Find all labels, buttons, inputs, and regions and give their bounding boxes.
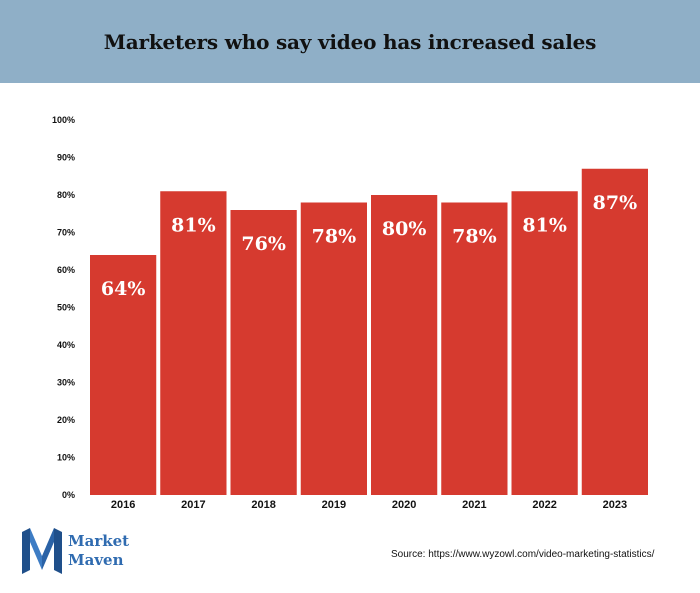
bar — [511, 191, 578, 495]
data-label: 80% — [382, 218, 427, 240]
logo-text-market: Market — [68, 532, 130, 550]
data-label: 81% — [522, 214, 567, 236]
x-tick-label: 2023 — [603, 499, 627, 511]
bar — [90, 255, 157, 495]
y-tick-label: 0% — [62, 490, 75, 500]
data-label: 64% — [101, 278, 146, 300]
y-tick-label: 30% — [57, 378, 75, 388]
y-tick-label: 80% — [57, 190, 75, 200]
market-maven-logo: Market Maven — [20, 526, 129, 576]
y-tick-label: 10% — [57, 453, 75, 463]
data-label: 78% — [452, 226, 497, 248]
data-label: 87% — [593, 192, 638, 214]
y-tick-label: 50% — [57, 303, 75, 313]
bar — [230, 210, 297, 495]
x-tick-label: 2021 — [462, 499, 486, 511]
x-tick-label: 2017 — [181, 499, 205, 511]
chart-title: Marketers who say video has increased sa… — [103, 29, 597, 54]
x-tick-label: 2018 — [251, 499, 275, 511]
x-tick-label: 2022 — [532, 499, 556, 511]
source-note: Source: https://www.wyzowl.com/video-mar… — [391, 549, 655, 560]
bar — [300, 202, 367, 495]
logo-text-maven: Maven — [68, 551, 124, 569]
y-tick-label: 60% — [57, 265, 75, 275]
bar — [581, 168, 648, 495]
x-tick-label: 2020 — [392, 499, 416, 511]
data-label: 81% — [171, 214, 216, 236]
y-tick-label: 20% — [57, 415, 75, 425]
bar — [441, 202, 508, 495]
x-tick-label: 2016 — [111, 499, 135, 511]
chart-header: Marketers who say video has increased sa… — [0, 0, 700, 83]
y-tick-label: 40% — [57, 340, 75, 350]
bar — [160, 191, 227, 495]
x-tick-label: 2019 — [322, 499, 346, 511]
y-tick-label: 70% — [57, 228, 75, 238]
bar — [371, 195, 438, 495]
y-tick-label: 100% — [52, 115, 75, 125]
bar-chart: 0% 10% 20% 30% 40% 50% 60% 70% 80% 90% 100% 64% 2016… — [52, 115, 648, 511]
data-label: 76% — [241, 233, 286, 255]
logo-m-icon — [22, 528, 62, 574]
data-label: 78% — [312, 226, 357, 248]
y-tick-label: 90% — [57, 153, 75, 163]
